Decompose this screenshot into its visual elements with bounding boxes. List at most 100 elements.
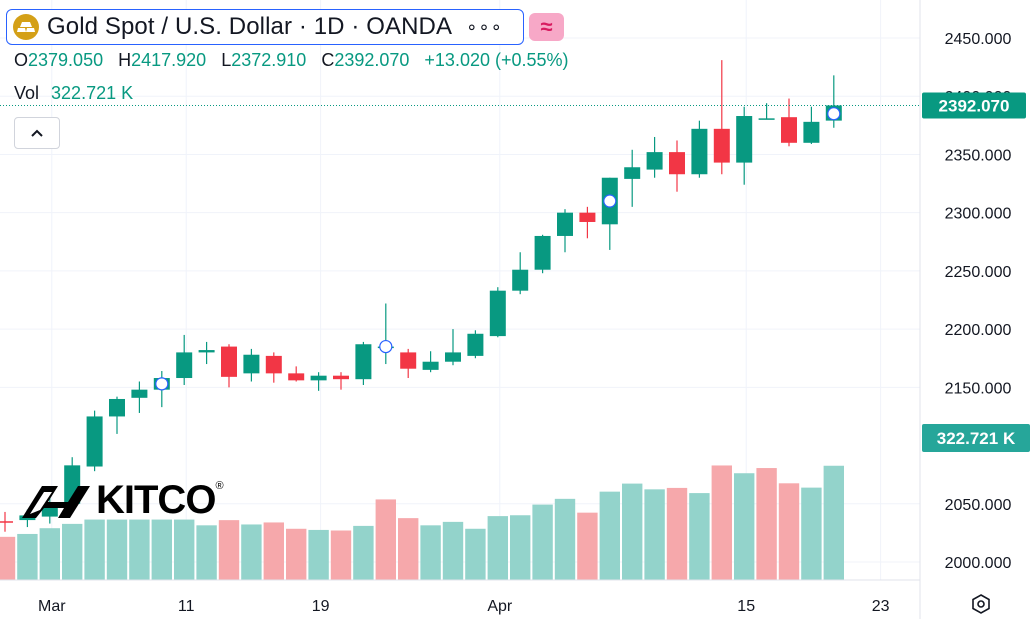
- high-value: 2417.920: [131, 50, 207, 70]
- symbol-title: Gold Spot / U.S. Dollar · 1D · OANDA: [47, 13, 453, 40]
- volume-bar: [442, 521, 464, 580]
- close-value: 2392.070: [334, 50, 410, 70]
- chart-settings-icon[interactable]: [970, 593, 992, 615]
- candle-body: [534, 235, 551, 270]
- volume-bar: [420, 525, 441, 580]
- volume-bar: [84, 519, 105, 580]
- volume-bar: [286, 528, 307, 580]
- candle-body: [624, 167, 641, 179]
- candle-body: [669, 152, 685, 175]
- price-tick-label: 2000.000: [945, 555, 1012, 572]
- candle-body: [86, 416, 103, 467]
- volume-bars: [0, 465, 844, 580]
- candle-body: [243, 354, 260, 374]
- candle-body: [579, 212, 596, 222]
- volume-bar: [174, 519, 195, 580]
- candle-body: [19, 515, 36, 521]
- low-value: 2372.910: [231, 50, 307, 70]
- last-volume-label: 322.721 K: [922, 424, 1030, 452]
- volume-bar: [308, 529, 329, 580]
- high-label: H: [118, 50, 132, 70]
- candle-body: [422, 361, 439, 370]
- volume-bar: [801, 487, 822, 580]
- volume-bar: [17, 533, 38, 580]
- volume-bar: [196, 525, 217, 580]
- event-marker: [827, 107, 841, 121]
- last-price-value: 2392.070: [939, 96, 1010, 115]
- time-tick-label: Mar: [38, 598, 66, 615]
- volume-bar: [644, 489, 665, 580]
- candle-body: [713, 128, 730, 163]
- event-markers: [155, 107, 841, 391]
- chevron-up-icon: [31, 129, 43, 137]
- time-tick-label: Apr: [487, 598, 513, 615]
- candle-body: [512, 269, 529, 291]
- open-label: O: [14, 50, 29, 70]
- volume-bar: [689, 493, 710, 580]
- open-value: 2379.050: [28, 50, 104, 70]
- ohlc-legend: O2379.050 H2417.920 L2372.910 C2392.070 …: [14, 50, 579, 71]
- volume-bar: [487, 516, 508, 580]
- price-tick-label: 2050.000: [945, 497, 1012, 514]
- candle-body: [198, 350, 215, 353]
- last-price-label: 2392.070: [922, 92, 1026, 119]
- price-tick-label: 2150.000: [945, 380, 1012, 397]
- volume-bar: [622, 483, 643, 580]
- price-tick-label: 2200.000: [945, 322, 1012, 339]
- volume-bar: [510, 515, 531, 580]
- event-marker: [379, 339, 393, 354]
- volume-bar: [151, 519, 172, 580]
- candle-body: [176, 352, 193, 379]
- candle-body: [109, 398, 125, 417]
- registered-mark: ®: [215, 480, 224, 492]
- volume-bar: [666, 487, 688, 580]
- candle-body: [736, 116, 753, 163]
- kitco-logo: KITCO ®: [22, 478, 224, 523]
- volume-bar: [532, 504, 553, 580]
- volume-bar: [577, 512, 598, 580]
- volume-bar: [599, 491, 620, 580]
- candle-body: [758, 118, 775, 120]
- volume-bar: [734, 473, 755, 580]
- event-marker: [155, 377, 169, 391]
- volume-bar: [756, 468, 777, 580]
- candle-body: [691, 128, 708, 175]
- gold-symbol-icon: [13, 14, 39, 40]
- candle-body: [0, 521, 13, 523]
- candle-body: [646, 152, 663, 170]
- candle-body: [445, 352, 461, 362]
- indicators-button[interactable]: ≈: [529, 13, 564, 41]
- candle-body: [288, 373, 305, 381]
- low-label: L: [221, 50, 232, 70]
- more-options-icon[interactable]: ∘∘∘: [466, 16, 503, 37]
- volume-label: Vol: [14, 83, 40, 103]
- collapse-legend-button[interactable]: [14, 117, 60, 149]
- candle-body: [310, 375, 327, 381]
- kitco-logo-text: KITCO: [96, 478, 216, 522]
- candle-body: [781, 117, 797, 143]
- volume-bar: [353, 525, 374, 580]
- candle-body: [131, 389, 148, 398]
- candle-body: [221, 346, 237, 377]
- volume-bar: [554, 498, 576, 580]
- candle-body: [355, 344, 372, 380]
- volume-value: 322.721 K: [51, 83, 134, 103]
- time-tick-label: 15: [737, 598, 755, 615]
- time-tick-label: 11: [178, 598, 195, 615]
- price-tick-label: 2350.000: [945, 147, 1012, 164]
- change-value: +13.020 (+0.55%): [424, 50, 569, 70]
- volume-bar: [330, 530, 352, 580]
- volume-bar: [465, 528, 486, 580]
- candle-body: [333, 375, 349, 380]
- candle-body: [400, 352, 417, 369]
- volume-bar: [823, 465, 844, 580]
- time-axis-ticks: Mar 11 19 Apr 15 23: [38, 598, 890, 615]
- volume-bar: [398, 518, 419, 580]
- candle-body: [467, 333, 484, 356]
- volume-bar: [129, 519, 150, 580]
- time-tick-label: 19: [312, 598, 330, 615]
- volume-bar: [218, 520, 240, 580]
- symbol-title-box[interactable]: Gold Spot / U.S. Dollar · 1D · OANDA ∘∘∘: [6, 9, 524, 45]
- price-tick-label: 2250.000: [945, 264, 1012, 281]
